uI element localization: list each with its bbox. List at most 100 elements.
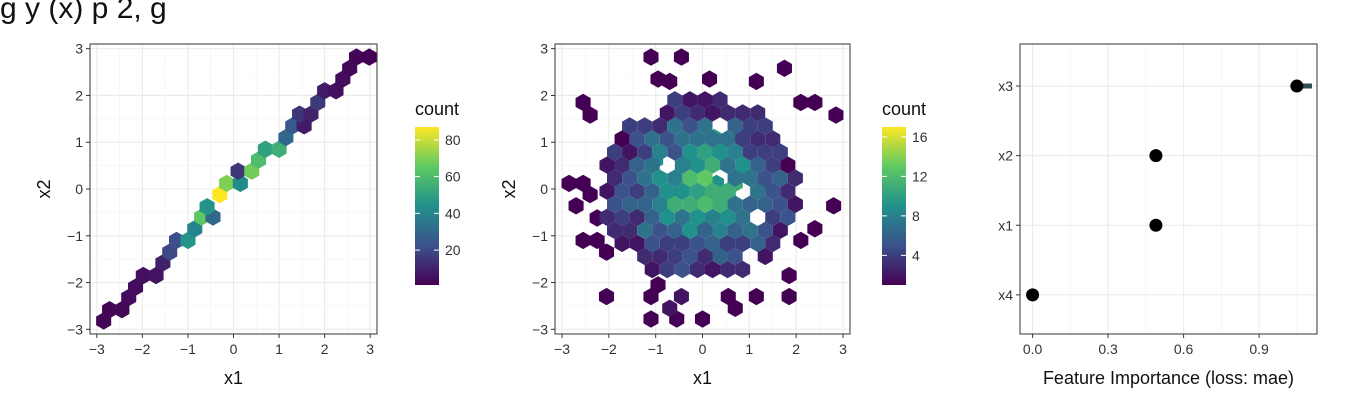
hex-cell [704, 234, 721, 253]
y-axis-title: x2 [34, 179, 54, 198]
hex-cell [667, 117, 683, 135]
hex-cell [712, 91, 728, 109]
hex-cell [303, 105, 319, 123]
legend-tick-label: 20 [445, 242, 461, 258]
y-tick-label: −1 [67, 228, 83, 244]
hex-cell [659, 130, 675, 148]
y-tick-label: −2 [532, 275, 548, 291]
hex-cell [673, 287, 689, 306]
hex-cell [187, 220, 203, 238]
hex-cell [652, 195, 668, 213]
hex-cell [582, 185, 598, 204]
hex-cell [199, 198, 215, 216]
hex-cell [735, 234, 751, 253]
hex-cell [742, 143, 758, 161]
hex-cell [735, 156, 751, 174]
hex-cell [704, 208, 721, 226]
hex-cell [712, 195, 728, 213]
hex-cell [230, 162, 246, 180]
x-tick-label: −3 [89, 341, 105, 357]
hex-cell [750, 104, 766, 122]
hex-cell [643, 310, 659, 328]
hex-cell [659, 208, 675, 226]
hex-cell [712, 221, 728, 240]
hex-cell [674, 260, 690, 279]
hex-cell [689, 156, 705, 174]
hex-cell [257, 140, 273, 158]
hex-cell [765, 234, 781, 253]
hex-cell [750, 182, 766, 200]
hex-cell [697, 247, 713, 266]
hex-cell [644, 260, 660, 279]
legend-tick-label: 16 [912, 129, 928, 145]
hex-cell [348, 48, 365, 66]
hex-cell [361, 48, 377, 66]
hex-cell [659, 104, 675, 122]
hex-cell [694, 310, 711, 328]
hex-cell [727, 221, 743, 240]
legend-tick-label: 80 [445, 132, 461, 148]
hex-cell [772, 169, 788, 187]
hex-cell [614, 156, 630, 174]
hex-cell [582, 106, 598, 124]
hex-cell [629, 156, 645, 174]
hex-cell [643, 48, 659, 66]
hex-cell [787, 195, 803, 213]
hex-cell [704, 130, 721, 148]
hex-cell [667, 91, 683, 109]
hex-cell [652, 117, 668, 135]
hex-cell [697, 195, 713, 213]
hex-cell [659, 234, 675, 253]
hex-cell [793, 231, 809, 250]
hex-cell [727, 143, 743, 161]
hex-cell [652, 143, 668, 161]
hex-cell [727, 195, 743, 213]
hex-cell [697, 169, 713, 187]
y-tick-label: −1 [532, 228, 548, 244]
plot-background [1020, 44, 1317, 334]
hex-cell [575, 93, 591, 112]
y-tick-label: 0 [75, 181, 83, 197]
hex-cell [643, 287, 659, 306]
hex-cell [317, 82, 333, 100]
hex-cell [674, 156, 690, 174]
hex-cell [689, 130, 705, 148]
hex-cell [720, 156, 736, 174]
legend-title: count [882, 99, 926, 119]
hex-cell [757, 221, 773, 240]
hex-cell [637, 169, 653, 187]
hex-cell [659, 182, 675, 200]
hex-cell [727, 299, 743, 317]
hex-cell [682, 247, 698, 266]
legend-tick-label: 4 [912, 247, 920, 263]
x-tick-label: 1 [275, 341, 283, 357]
hex-cell [135, 266, 151, 285]
hex-cell [757, 195, 773, 213]
hex-cell [219, 174, 235, 193]
hex-cell [629, 208, 645, 226]
x-axis-title: x1 [224, 368, 243, 388]
hex-cell [637, 195, 653, 213]
hex-cell [704, 104, 721, 122]
hex-cell [614, 182, 630, 200]
legend-colorbar [882, 127, 906, 285]
hex-cell [697, 143, 713, 161]
x-tick-label: −1 [180, 341, 196, 357]
hex-cell [637, 143, 653, 161]
y-tick-label: 2 [540, 87, 548, 103]
hex-cell [697, 221, 713, 240]
hex-cell [667, 221, 683, 240]
hex-cell [607, 195, 623, 213]
hex-cell [720, 287, 736, 306]
hex-cell [712, 143, 728, 161]
y-tick-label: 1 [75, 134, 83, 150]
hex-cell [697, 91, 713, 109]
hex-cell [807, 220, 823, 238]
hex-cell [598, 287, 615, 306]
y-tick-label: x3 [998, 78, 1013, 94]
hex-cell [644, 130, 660, 148]
hex-cell [637, 221, 653, 240]
hex-cell [599, 156, 615, 174]
hex-cell [292, 105, 308, 123]
